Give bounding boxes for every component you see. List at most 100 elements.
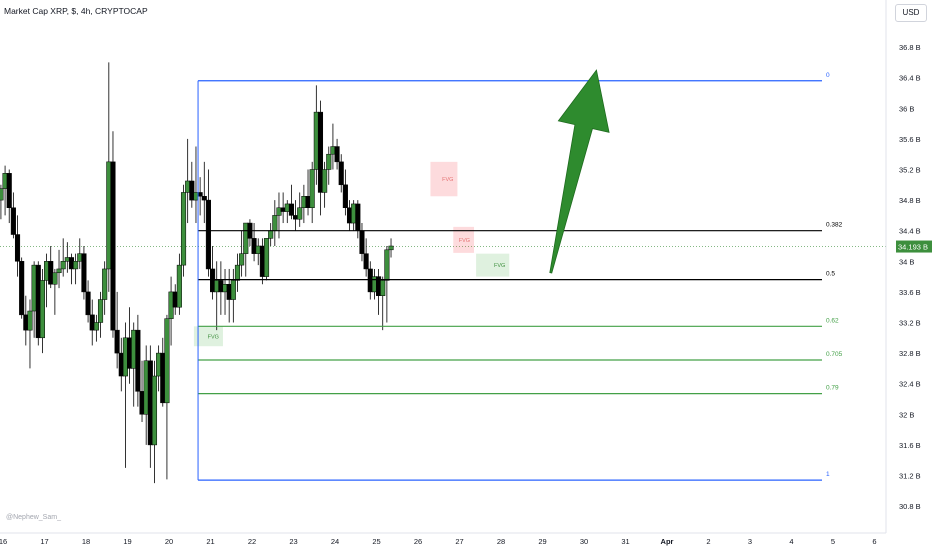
x-tick-label: 17: [40, 537, 48, 546]
candle-up: [52, 272, 58, 285]
fvg-zone: [193, 326, 223, 347]
x-tick-label: 19: [123, 537, 131, 546]
y-tick-label: 34 B: [899, 257, 914, 266]
time-axis[interactable]: 16 17 18 19 20 21 22 23 24 25 26 27 28 29 30 31 Apr 2 3 4 5 6: [0, 532, 886, 546]
candle-down: [81, 253, 87, 293]
x-tick-label: 4: [789, 537, 793, 546]
x-tick-label: 2: [706, 537, 710, 546]
candle-up: [151, 375, 158, 446]
candle-up: [0, 188, 4, 201]
candle-down: [19, 261, 25, 316]
x-tick-label: 31: [621, 537, 629, 546]
y-tick-label: 33.6 B: [899, 288, 921, 297]
fvg-zone: [453, 226, 475, 253]
candle-down: [6, 173, 12, 208]
y-tick-label: 35.6 B: [899, 135, 921, 144]
x-tick-label: 6: [872, 537, 876, 546]
candle-up: [380, 280, 386, 296]
fvg-label: FVG: [442, 177, 453, 183]
x-tick-label: 5: [831, 537, 835, 546]
fib-label: 0: [826, 72, 830, 79]
candle-up: [297, 207, 303, 220]
fvg-zone: [476, 253, 510, 277]
candle-up: [326, 153, 332, 170]
candle-up: [60, 261, 66, 270]
candle-up: [93, 322, 99, 331]
last-price-label: 34.193 B: [898, 243, 928, 252]
candle-up: [164, 318, 170, 404]
candle-up: [234, 264, 241, 281]
x-tick-label: 18: [82, 537, 90, 546]
candle-down: [14, 234, 21, 262]
fvg-zones: FVG FVG FVG FVG: [193, 161, 510, 347]
candle-down: [189, 180, 195, 201]
fvg-label: FVG: [208, 334, 219, 340]
x-tick-label: 20: [165, 537, 173, 546]
candle-down: [317, 111, 324, 193]
y-tick-label: 33.2 B: [899, 319, 921, 328]
y-tick-label: 36.4 B: [899, 74, 921, 83]
candle-down: [363, 253, 369, 270]
candle-up: [268, 230, 274, 239]
candle-down: [10, 207, 16, 235]
candle-down: [110, 161, 116, 331]
x-tick-label: 26: [414, 537, 422, 546]
currency-button[interactable]: USD: [895, 4, 927, 22]
candle-up: [39, 280, 45, 339]
y-tick-label: 30.8 B: [899, 502, 921, 511]
candle-up: [272, 215, 278, 231]
candle-up: [56, 268, 62, 274]
x-tick-label: 27: [455, 537, 463, 546]
x-tick-label: Apr: [661, 537, 674, 546]
candle-up: [230, 280, 236, 300]
candle-down: [355, 203, 361, 231]
y-tick-label: 32.4 B: [899, 380, 921, 389]
watermark: @Nephew_Sam_: [6, 514, 61, 521]
projection-arrow: [549, 69, 610, 274]
y-tick-label: 32 B: [899, 410, 914, 419]
fvg-label: FVG: [459, 238, 470, 244]
y-tick-label: 35.2 B: [899, 166, 921, 175]
y-tick-label: 32.8 B: [899, 349, 921, 358]
fib-levels: 0 0.382 0.5 0.62 0.705 0.79 1: [197, 72, 843, 481]
candle-up: [263, 238, 270, 277]
candle-down: [338, 161, 344, 186]
candle-up: [73, 261, 79, 270]
candle-up: [180, 192, 187, 266]
candle-down: [288, 203, 294, 216]
fib-label: 1: [826, 471, 830, 478]
fib-label: 0.705: [826, 351, 843, 358]
candle-down: [135, 329, 141, 392]
x-tick-label: 3: [748, 537, 752, 546]
candle-up: [309, 169, 315, 208]
y-tick-label: 34.4 B: [899, 227, 921, 236]
x-tick-label: 30: [580, 537, 588, 546]
candle-down: [334, 146, 340, 163]
fvg-zone: [430, 161, 458, 197]
x-tick-label: 16: [0, 537, 7, 546]
candle-up: [239, 253, 245, 266]
y-tick-label: 31.6 B: [899, 441, 921, 450]
candle-up: [102, 268, 108, 300]
y-tick-label: 36 B: [899, 104, 914, 113]
candles: [0, 62, 394, 484]
candle-up: [388, 245, 394, 251]
price-axis[interactable]: 36.8 B 36.4 B 36 B 35.6 B 35.2 B 34.8 B 34.4 B…: [885, 0, 932, 533]
candle-up: [97, 299, 104, 323]
fib-label: 0.382: [826, 222, 843, 229]
x-tick-label: 23: [289, 537, 297, 546]
candle-up: [384, 249, 390, 281]
fib-label: 0.62: [826, 317, 839, 324]
y-tick-label: 31.2 B: [899, 472, 921, 481]
y-tick-label: 36.8 B: [899, 43, 921, 52]
candle-down: [342, 184, 348, 209]
x-tick-label: 24: [331, 537, 339, 546]
chart-title: Market Cap XRP, $, 4h, CRYPTOCAP: [4, 6, 148, 16]
candle-down: [201, 196, 207, 201]
last-price-badge: [896, 240, 932, 253]
x-tick-label: 29: [538, 537, 546, 546]
candle-up: [176, 264, 182, 308]
fib-label: 0.5: [826, 271, 835, 278]
candle-down: [114, 329, 120, 354]
